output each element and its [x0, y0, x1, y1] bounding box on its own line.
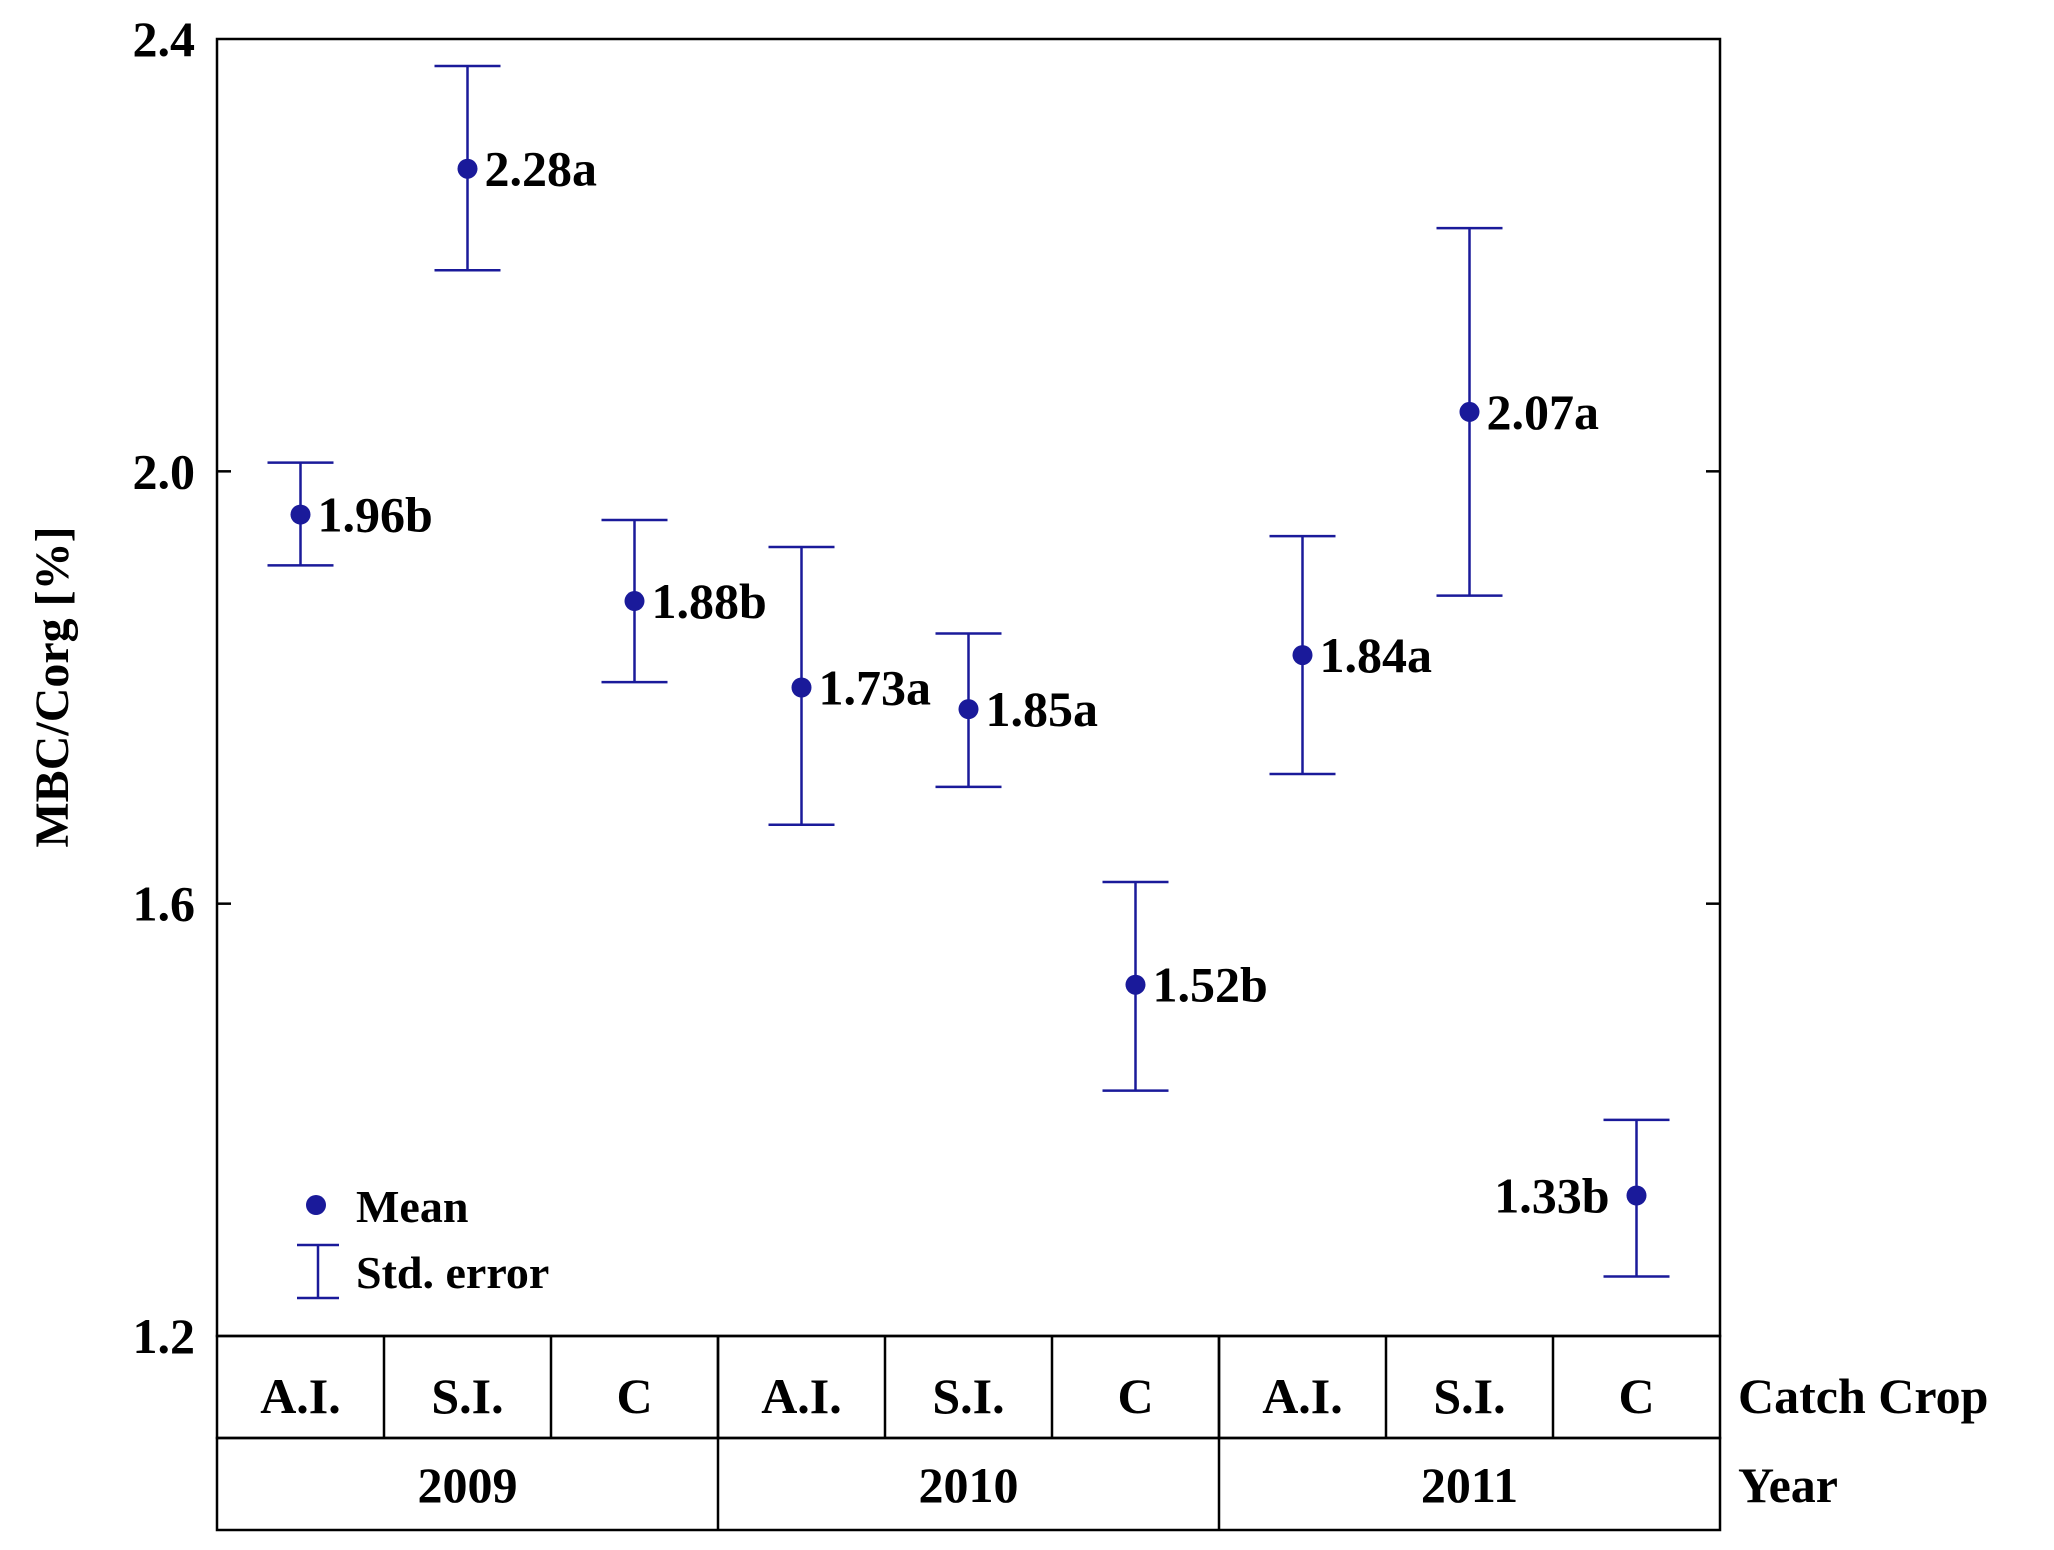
y-tick-label: 2.4	[133, 11, 196, 67]
y-axis: 1.2 1.6 2.0 2.4	[133, 11, 1720, 1364]
legend-std-error-label: Std. error	[356, 1247, 549, 1298]
catch-crop-label: C	[616, 1368, 652, 1424]
data-point-6: 1.52b	[1102, 880, 1268, 1092]
y-axis-label: MBC/Corg [%]	[26, 526, 79, 847]
year-label: 2009	[418, 1457, 518, 1513]
legend: Mean Std. error	[297, 1181, 549, 1300]
data-point-5: 1.85a	[935, 632, 1099, 789]
catch-crop-label: C	[1117, 1368, 1153, 1424]
data-label: 2.07a	[1487, 384, 1600, 440]
mean-point	[1125, 974, 1146, 995]
data-label: 2.28a	[485, 141, 598, 197]
mean-point	[1292, 645, 1313, 666]
catch-crop-label: A.I.	[1262, 1368, 1343, 1424]
mean-point	[457, 158, 478, 179]
mean-point	[791, 677, 812, 698]
catch-crop-label: C	[1618, 1368, 1654, 1424]
catch-crop-row-label: Catch Crop	[1738, 1368, 1988, 1424]
data-point-4: 1.73a	[768, 545, 932, 827]
legend-std-error-symbol	[297, 1243, 339, 1300]
data-label: 1.33b	[1494, 1167, 1609, 1223]
mean-point	[1459, 401, 1480, 422]
catch-crop-label: A.I.	[761, 1368, 842, 1424]
catch-crop-label: S.I.	[932, 1368, 1004, 1424]
data-point-8: 2.07a	[1436, 226, 1600, 597]
year-label: 2011	[1421, 1457, 1518, 1513]
mean-point	[958, 699, 979, 720]
data-label: 1.85a	[986, 681, 1099, 737]
catch-crop-label: S.I.	[1433, 1368, 1505, 1424]
data-point-7: 1.84a	[1269, 534, 1433, 776]
legend-mean-label: Mean	[356, 1181, 468, 1232]
y-tick-label: 2.0	[133, 443, 196, 499]
legend-mean-symbol	[306, 1195, 326, 1215]
year-row-label: Year	[1738, 1457, 1838, 1513]
y-tick-label: 1.6	[133, 876, 196, 932]
year-row	[215, 1436, 1722, 1532]
year-label: 2010	[919, 1457, 1019, 1513]
category-table: A.I. S.I. C A.I. S.I. C A.I. S.I. C 2009 2010 2011	[215, 1334, 1722, 1532]
data-label: 1.73a	[819, 660, 932, 716]
series-group: 1.96b 2.28a 1.88b 1.73a 1.85a 1.52b 1.84a 2.07a…	[267, 64, 1670, 1278]
data-label: 1.52b	[1153, 957, 1268, 1013]
catch-crop-label: S.I.	[431, 1368, 503, 1424]
data-label: 1.88b	[652, 573, 767, 629]
data-point-9: 1.33b	[1494, 1118, 1670, 1278]
data-point-3: 1.88b	[601, 518, 767, 684]
catch-crop-label: A.I.	[260, 1368, 341, 1424]
data-point-1: 1.96b	[267, 461, 433, 567]
data-label: 1.84a	[1320, 627, 1433, 683]
mean-point	[624, 591, 645, 612]
data-point-2: 2.28a	[434, 64, 598, 272]
mean-point	[290, 504, 311, 525]
mean-point	[1626, 1185, 1647, 1206]
y-tick-label: 1.2	[133, 1308, 196, 1364]
data-label: 1.96b	[318, 487, 433, 543]
